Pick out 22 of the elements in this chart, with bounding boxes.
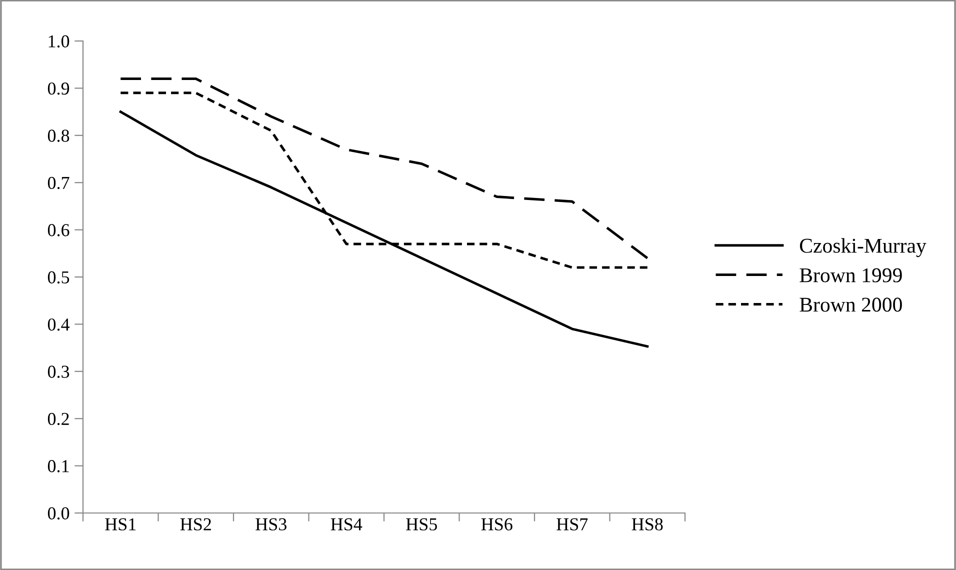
x-tick-label: HS2: [180, 518, 211, 530]
y-tick-label: 0.6: [48, 224, 70, 236]
x-tick-label: HS5: [406, 518, 437, 530]
y-tick-label: 0.1: [48, 460, 69, 472]
legend-label: Brown 2000: [800, 298, 902, 312]
y-tick-label: 0.4: [48, 318, 70, 331]
x-tick-label: HS3: [256, 518, 286, 530]
y-tick-label: 0.8: [48, 130, 70, 142]
x-tick-label: HS4: [330, 518, 362, 530]
x-tick-label: HS1: [105, 518, 136, 530]
y-tick-label: 0.2: [48, 412, 69, 426]
x-tick-label: HS8: [632, 518, 663, 530]
legend-label: Brown 1999: [800, 268, 902, 282]
y-tick-label: 0.0: [48, 507, 70, 520]
y-tick-label: 0.7: [48, 176, 70, 190]
legend-label: Czoski-Murray: [800, 238, 926, 258]
x-tick-label: HS6: [481, 518, 512, 530]
y-tick-label: 0.5: [48, 271, 70, 284]
x-tick-label: HS7: [556, 518, 588, 530]
y-tick-label: 0.9: [48, 82, 70, 95]
y-tick-label: 0.3: [48, 366, 70, 378]
y-tick-label: 1.0: [48, 35, 70, 48]
